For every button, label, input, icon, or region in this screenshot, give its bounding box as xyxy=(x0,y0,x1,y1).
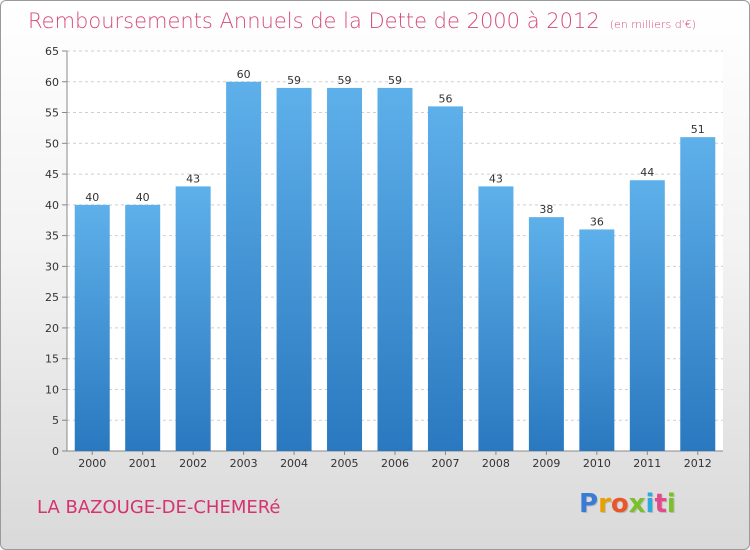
y-tick-label: 0 xyxy=(52,445,59,458)
y-tick-label: 30 xyxy=(45,260,59,273)
chart-unit-label: (en milliers d'€) xyxy=(609,18,696,31)
bar xyxy=(528,217,564,451)
logo-letter: P xyxy=(579,489,599,519)
data-label: 38 xyxy=(539,203,553,216)
bar xyxy=(579,229,615,451)
x-tick-label: 2007 xyxy=(431,457,459,470)
logo-letter: o xyxy=(610,489,629,519)
data-label: 59 xyxy=(388,74,402,87)
bar xyxy=(276,87,312,451)
x-tick-label: 2002 xyxy=(179,457,207,470)
bar xyxy=(478,186,514,451)
data-label: 60 xyxy=(237,68,251,81)
x-tick-label: 2003 xyxy=(230,457,258,470)
logo-letter: i xyxy=(666,489,676,519)
x-tick-label: 2012 xyxy=(684,457,712,470)
x-tick-label: 2000 xyxy=(78,457,106,470)
data-label: 59 xyxy=(287,74,301,87)
y-tick-label: 65 xyxy=(45,45,59,58)
x-tick-label: 2008 xyxy=(482,457,510,470)
bar xyxy=(327,87,363,451)
bar xyxy=(680,137,716,451)
bar xyxy=(175,186,211,451)
x-tick-label: 2011 xyxy=(633,457,661,470)
commune-name: LA BAZOUGE-DE-CHEMERé xyxy=(37,497,281,518)
data-label: 40 xyxy=(85,191,99,204)
y-tick-label: 55 xyxy=(45,107,59,120)
proxiti-logo: Proxiti xyxy=(579,489,676,519)
y-tick-label: 25 xyxy=(45,291,59,304)
y-tick-label: 15 xyxy=(45,353,59,366)
y-tick-label: 40 xyxy=(45,199,59,212)
data-label: 36 xyxy=(590,215,604,228)
y-tick-label: 10 xyxy=(45,383,59,396)
x-tick-label: 2005 xyxy=(331,457,359,470)
y-tick-label: 35 xyxy=(45,230,59,243)
bar xyxy=(74,204,110,451)
chart-title: Remboursements Annuels de la Dette de 20… xyxy=(28,9,696,33)
y-tick-label: 45 xyxy=(45,168,59,181)
bar xyxy=(377,87,413,451)
y-tick-label: 50 xyxy=(45,137,59,150)
x-tick-label: 2004 xyxy=(280,457,308,470)
bar xyxy=(427,106,463,451)
logo-letter: x xyxy=(628,489,646,519)
logo-letter: r xyxy=(598,489,611,519)
data-label: 44 xyxy=(640,166,654,179)
data-label: 43 xyxy=(489,172,503,185)
x-tick-label: 2010 xyxy=(583,457,611,470)
y-tick-label: 60 xyxy=(45,76,59,89)
data-label: 59 xyxy=(338,74,352,87)
x-tick-label: 2009 xyxy=(532,457,560,470)
bar xyxy=(125,204,161,451)
bar xyxy=(226,81,262,452)
data-label: 56 xyxy=(438,92,452,105)
data-label: 43 xyxy=(186,172,200,185)
y-tick-label: 20 xyxy=(45,322,59,335)
logo-letter: t xyxy=(654,489,667,519)
y-tick-label: 5 xyxy=(52,414,59,427)
x-tick-label: 2006 xyxy=(381,457,409,470)
bar xyxy=(629,180,665,451)
logo-letter: i xyxy=(645,489,655,519)
data-label: 51 xyxy=(691,123,705,136)
chart-title-text: Remboursements Annuels de la Dette de 20… xyxy=(28,9,600,33)
data-label: 40 xyxy=(136,191,150,204)
x-tick-label: 2001 xyxy=(129,457,157,470)
